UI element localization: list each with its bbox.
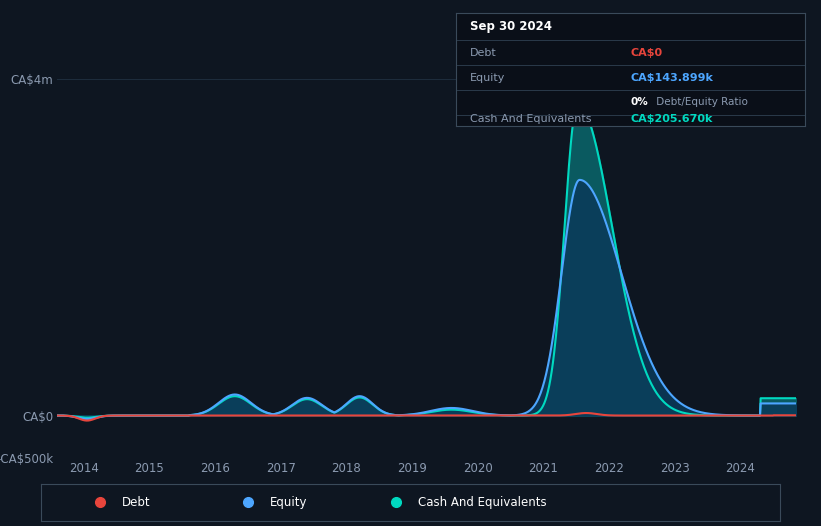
- Text: Cash And Equivalents: Cash And Equivalents: [470, 115, 591, 125]
- Text: Debt: Debt: [122, 496, 151, 509]
- Text: Equity: Equity: [270, 496, 308, 509]
- Text: CA$143.899k: CA$143.899k: [631, 73, 713, 83]
- Text: CA$205.670k: CA$205.670k: [631, 115, 713, 125]
- Text: Sep 30 2024: Sep 30 2024: [470, 20, 552, 33]
- Text: Debt: Debt: [470, 48, 497, 58]
- Text: 0%: 0%: [631, 97, 648, 107]
- Text: Debt/Equity Ratio: Debt/Equity Ratio: [653, 97, 748, 107]
- Text: CA$0: CA$0: [631, 48, 663, 58]
- Text: Cash And Equivalents: Cash And Equivalents: [418, 496, 547, 509]
- Text: Equity: Equity: [470, 73, 505, 83]
